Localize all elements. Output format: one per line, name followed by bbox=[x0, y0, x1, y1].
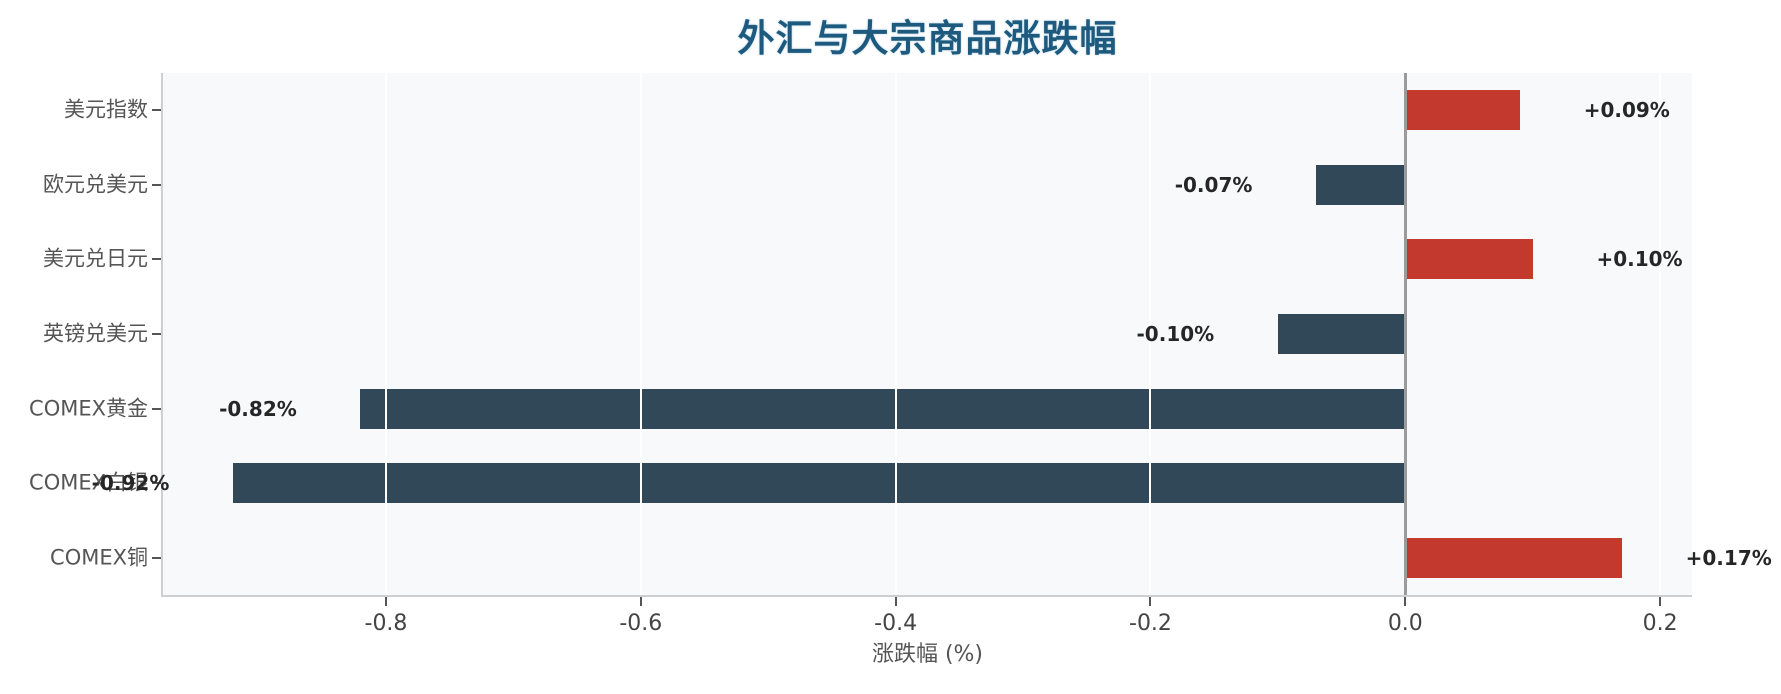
bar-negative bbox=[1316, 164, 1406, 205]
bar-negative bbox=[1277, 314, 1406, 354]
chart-title: 外汇与大宗商品涨跌幅 bbox=[737, 17, 1118, 60]
gridline bbox=[1659, 73, 1662, 595]
y-tick-mark bbox=[152, 407, 161, 410]
plot-area: +0.09% -0.07% +0.10% -0.10% -0.82% -0.92% +0.1… bbox=[92, 73, 1772, 595]
gridline bbox=[384, 73, 387, 595]
value-label: -0.10% bbox=[1136, 322, 1215, 346]
bar-positive bbox=[1405, 537, 1622, 578]
category-label: COMEX黄金 bbox=[29, 396, 148, 421]
x-tick-mark bbox=[639, 597, 642, 606]
bar-negative bbox=[360, 388, 1406, 429]
value-label: -0.82% bbox=[219, 396, 297, 421]
gridline bbox=[1149, 73, 1152, 595]
y-axis-spine bbox=[161, 73, 163, 597]
category-label: COMEX白银 bbox=[29, 470, 148, 495]
gridline bbox=[639, 73, 642, 595]
x-axis-title: 涨跌幅 (%) bbox=[871, 642, 984, 667]
bar-positive bbox=[1405, 90, 1520, 131]
x-tick-mark bbox=[1659, 597, 1662, 606]
bar-positive bbox=[1405, 239, 1533, 280]
zero-line bbox=[1404, 73, 1407, 595]
y-tick-mark bbox=[152, 109, 161, 112]
bar-negative bbox=[233, 463, 1406, 504]
x-axis-spine bbox=[161, 595, 1692, 597]
x-tick-mark bbox=[894, 597, 897, 606]
value-label: -0.07% bbox=[1174, 172, 1253, 197]
category-label: 英镑兑美元 bbox=[43, 321, 148, 346]
x-tick-label: 0.2 bbox=[1642, 611, 1678, 636]
x-tick-label: -0.6 bbox=[619, 611, 663, 636]
category-label: 美元指数 bbox=[64, 97, 148, 122]
y-tick-mark bbox=[152, 333, 161, 335]
x-tick-mark bbox=[1149, 597, 1152, 606]
y-tick-mark bbox=[152, 258, 161, 261]
value-label: +0.09% bbox=[1583, 98, 1670, 123]
value-label: +0.17% bbox=[1685, 545, 1772, 570]
x-tick-mark bbox=[1404, 597, 1407, 606]
y-tick-mark bbox=[152, 482, 161, 485]
x-tick-label: -0.8 bbox=[364, 611, 408, 636]
category-label: 欧元兑美元 bbox=[43, 172, 148, 197]
y-tick-mark bbox=[152, 183, 161, 186]
gridline bbox=[894, 73, 897, 595]
x-tick-label: -0.2 bbox=[1129, 611, 1172, 636]
x-tick-mark bbox=[384, 597, 387, 606]
category-label: COMEX铜 bbox=[50, 545, 148, 570]
x-tick-label: -0.4 bbox=[874, 611, 918, 636]
category-label: 美元兑日元 bbox=[43, 246, 148, 271]
value-label: -0.92% bbox=[91, 471, 170, 496]
value-label: +0.10% bbox=[1596, 247, 1683, 272]
x-tick-label: 0.0 bbox=[1387, 611, 1423, 636]
y-tick-mark bbox=[152, 556, 161, 559]
